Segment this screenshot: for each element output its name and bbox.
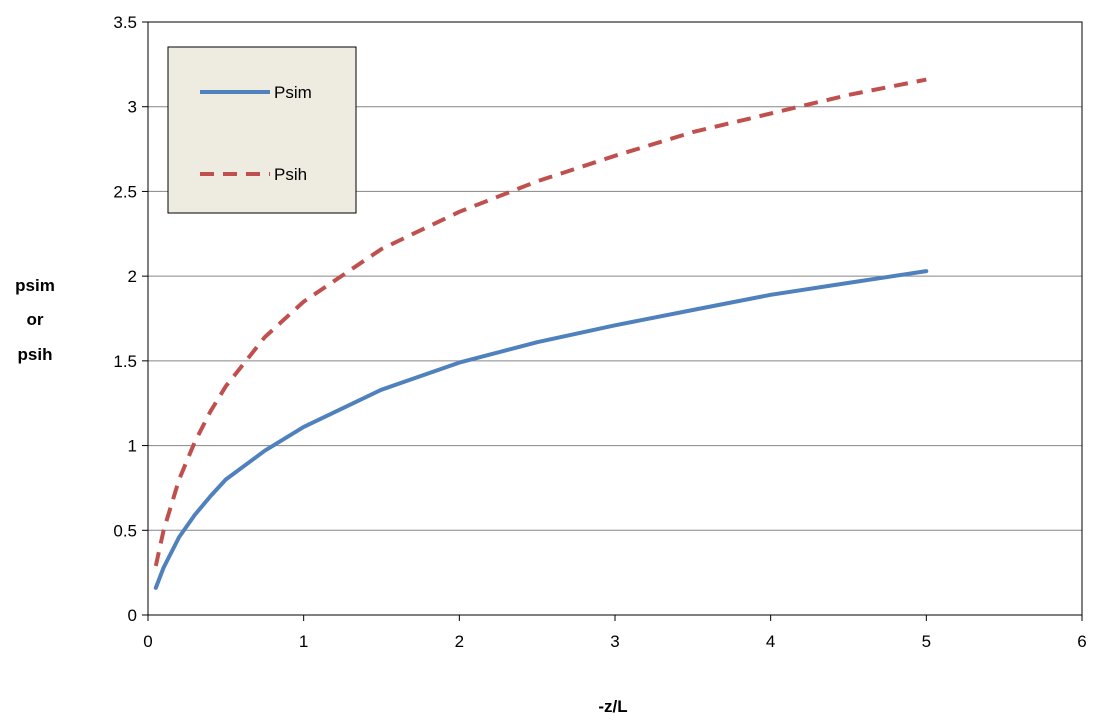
y-axis-title-line-1: psim <box>15 276 55 295</box>
y-axis-title-line-2: or <box>27 310 44 329</box>
series-line-psim <box>153 269 929 590</box>
x-tick-label: 1 <box>299 632 308 651</box>
legend: Psim Psih <box>167 46 357 214</box>
x-tick-label: 2 <box>455 632 464 651</box>
y-axis-title-line-3: psih <box>18 345 53 364</box>
x-tick-label: 4 <box>766 632 775 651</box>
y-tick-label: 2.5 <box>113 182 137 201</box>
x-tick-label: 6 <box>1077 632 1086 651</box>
y-tick-label: 0.5 <box>113 521 137 540</box>
legend-label-psih: Psih <box>274 165 307 184</box>
y-tick-label: 2 <box>128 267 137 286</box>
grid <box>148 106 1082 531</box>
series-line-psih <box>153 77 927 567</box>
x-axis-title: -z/L <box>598 697 627 716</box>
x-tick-label: 5 <box>922 632 931 651</box>
y-tick-label: 3.5 <box>113 13 137 32</box>
y-tick-label: 1.5 <box>113 352 137 371</box>
legend-box <box>167 46 357 214</box>
y-tick-label: 1 <box>128 437 137 456</box>
axis-ticks: 0 0.5 1 1.5 2 2.5 3 3.5 0 1 2 3 4 5 6 <box>113 13 1086 651</box>
y-tick-label: 0 <box>128 606 137 625</box>
series <box>153 77 929 590</box>
legend-label-psim: Psim <box>274 83 312 102</box>
x-tick-label: 0 <box>143 632 152 651</box>
x-tick-label: 3 <box>610 632 619 651</box>
y-tick-label: 3 <box>128 98 137 117</box>
